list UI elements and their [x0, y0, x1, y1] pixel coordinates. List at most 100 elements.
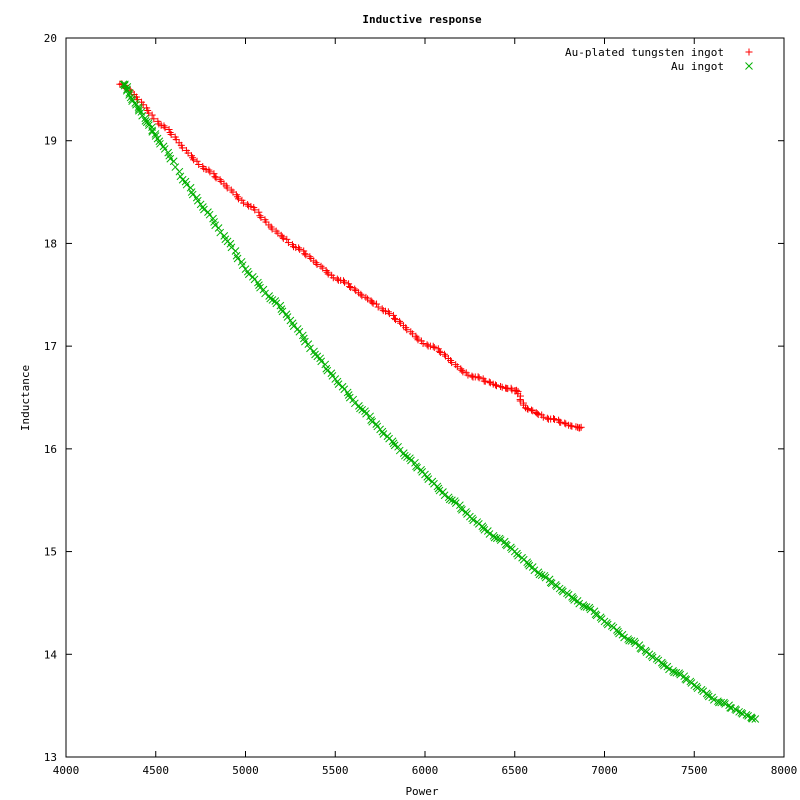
data-point [238, 261, 247, 270]
data-point [533, 410, 541, 418]
x-tick-label: 6000 [412, 764, 439, 777]
data-point [202, 165, 210, 173]
data-point [693, 684, 702, 693]
data-point [572, 423, 580, 431]
data-point [459, 368, 467, 376]
data-point [347, 284, 355, 292]
data-point [125, 89, 134, 97]
data-point [407, 456, 415, 465]
data-point [278, 233, 286, 241]
data-point [339, 277, 347, 285]
data-point [296, 245, 304, 253]
data-point [396, 317, 404, 325]
data-point [529, 407, 537, 415]
data-point [205, 166, 213, 174]
data-point [385, 310, 393, 318]
data-point [131, 99, 140, 107]
data-point [637, 645, 646, 653]
data-point [682, 676, 691, 684]
legend-label-au-plated: Au-plated tungsten ingot [565, 46, 724, 59]
data-point [498, 383, 506, 391]
data-point [182, 180, 191, 189]
data-point [481, 377, 489, 385]
data-point [648, 653, 657, 662]
data-point [513, 549, 521, 558]
data-point [627, 637, 636, 645]
data-point [272, 299, 281, 308]
x-tick: 4500 [143, 38, 169, 777]
data-point [424, 475, 433, 484]
y-tick: 18 [44, 237, 784, 250]
x-tick: 5500 [322, 38, 349, 777]
data-point [141, 114, 150, 123]
data-point [346, 283, 354, 291]
data-point [549, 415, 557, 423]
data-point [680, 672, 689, 681]
x-tick: 6000 [412, 38, 439, 777]
data-point [479, 524, 488, 532]
data-point [232, 251, 241, 260]
legend-marker-au-plated-tungsten [745, 48, 753, 56]
y-tick-label: 17 [44, 340, 57, 353]
data-point [212, 174, 220, 182]
data-point [133, 96, 141, 104]
data-point [193, 196, 202, 205]
data-point [295, 244, 303, 252]
y-tick: 16 [44, 443, 784, 456]
data-point [523, 405, 531, 413]
data-point [372, 420, 381, 428]
data-point [301, 337, 309, 346]
y-axis-label: Inductance [19, 365, 32, 431]
x-tick: 7500 [681, 38, 708, 777]
data-point [323, 268, 331, 276]
data-point [358, 292, 366, 300]
data-point [507, 384, 515, 392]
data-point [327, 369, 336, 378]
data-point [251, 206, 259, 214]
x-tick-label: 7000 [591, 764, 618, 777]
data-point [306, 344, 314, 353]
data-point [210, 170, 218, 178]
y-tick: 14 [44, 648, 784, 661]
x-tick: 8000 [771, 38, 797, 777]
data-point [302, 251, 310, 259]
data-point [374, 303, 382, 311]
data-point [214, 224, 223, 232]
data-point [751, 715, 760, 723]
x-tick-label: 6500 [502, 764, 529, 777]
data-point [312, 259, 320, 267]
data-point [468, 514, 476, 523]
data-point [403, 326, 411, 334]
data-point [672, 668, 681, 677]
y-axis: 13 14 15 16 17 18 19 20 [44, 32, 784, 764]
data-point [392, 316, 400, 324]
data-point [413, 334, 421, 342]
data-point [317, 357, 326, 366]
data-point [478, 522, 487, 531]
x-tick: 5000 [232, 38, 259, 777]
data-point [284, 239, 292, 247]
data-point [343, 388, 352, 397]
data-point [240, 199, 248, 207]
data-point [373, 300, 381, 308]
data-point [530, 566, 539, 575]
data-point [257, 213, 265, 221]
data-point [540, 571, 549, 580]
data-point [614, 627, 622, 636]
data-point [157, 121, 165, 129]
data-point [429, 342, 437, 350]
y-tick: 17 [44, 340, 784, 353]
data-point [435, 347, 443, 355]
data-point [369, 299, 377, 307]
data-point [524, 560, 533, 568]
data-point [356, 404, 364, 413]
data-point [417, 465, 425, 474]
plot-area [116, 80, 760, 723]
data-point [313, 260, 321, 268]
data-point [134, 106, 143, 115]
x-tick: 7000 [591, 38, 618, 777]
data-point [551, 415, 559, 423]
data-point [559, 587, 567, 596]
legend-label-au-ingot: Au ingot [671, 60, 724, 73]
data-point [368, 298, 376, 306]
